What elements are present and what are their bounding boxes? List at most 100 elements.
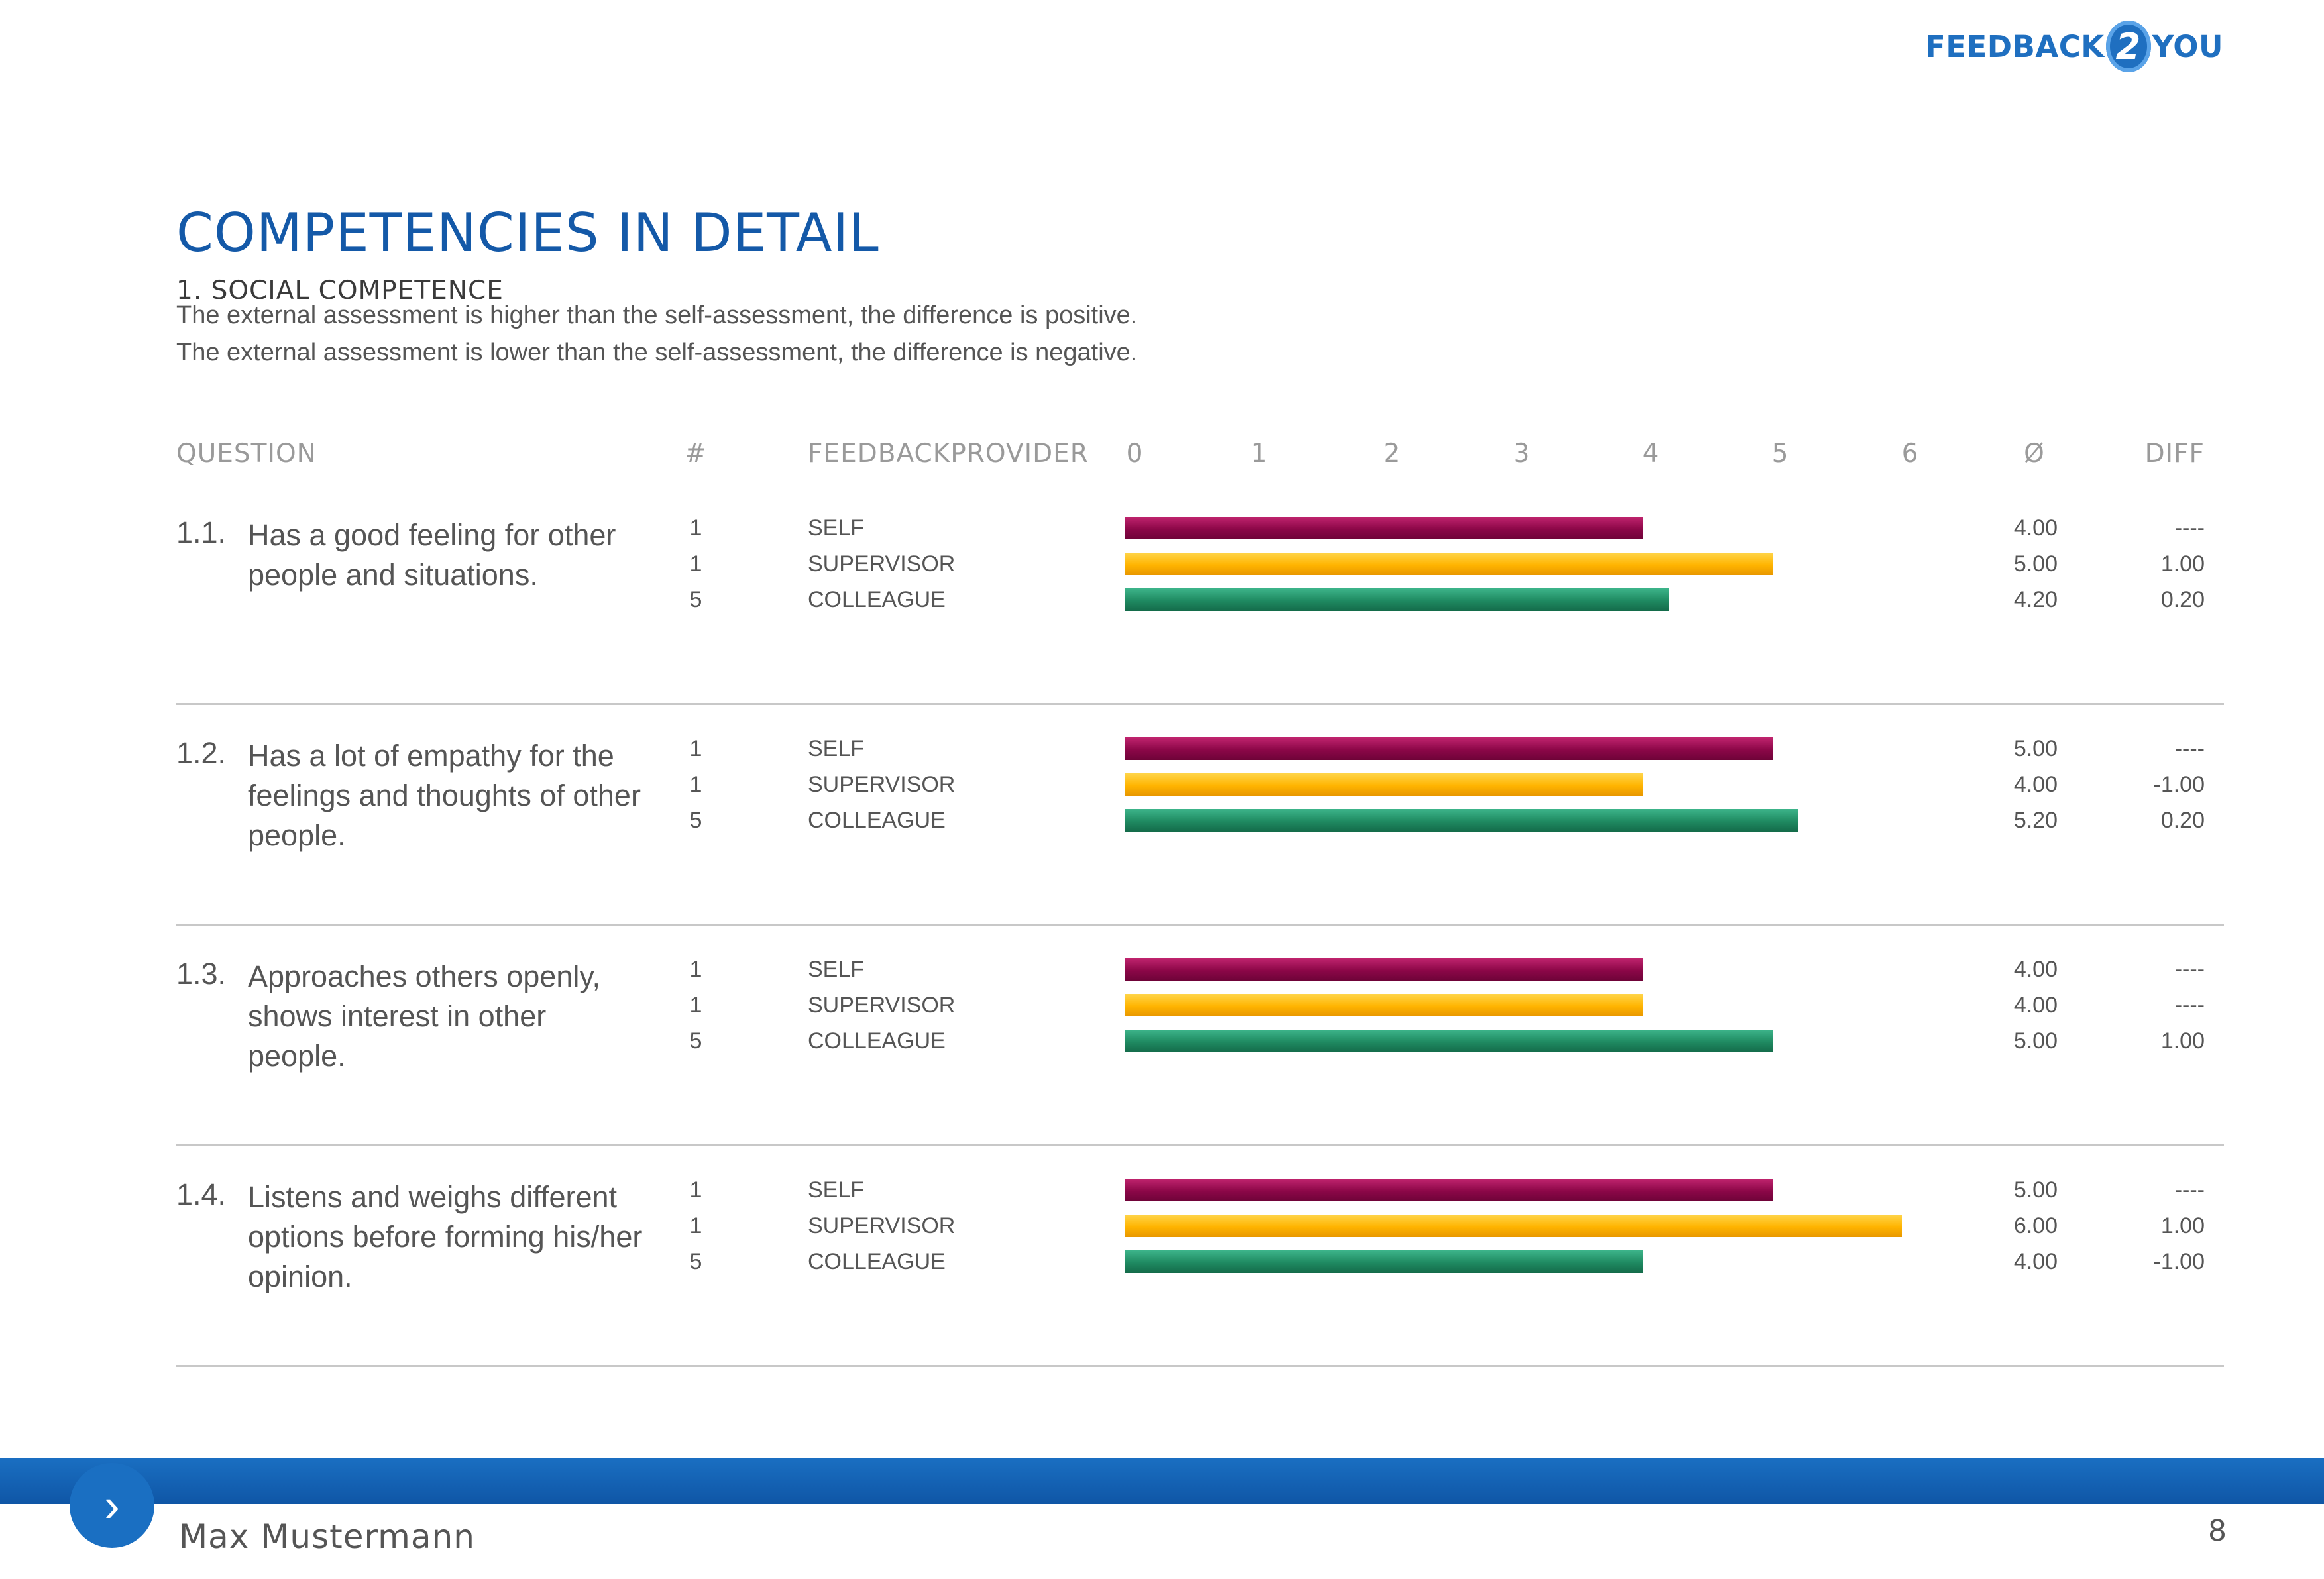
provider-count: 5: [689, 587, 702, 612]
average-value: 4.00: [2013, 1249, 2058, 1274]
logo-text-right: YOU: [2152, 28, 2223, 64]
bar-supervisor: [1125, 553, 1773, 575]
question-number: 1.4.: [176, 1177, 227, 1211]
provider-row: 5 COLLEAGUE 5.20 0.20: [0, 808, 2324, 844]
provider-row: 5 COLLEAGUE 5.00 1.00: [0, 1028, 2324, 1064]
axis-tick-label: 6: [1901, 439, 1918, 468]
provider-row: 5 COLLEAGUE 4.00 -1.00: [0, 1249, 2324, 1285]
bar-colleague: [1125, 809, 1798, 832]
provider-label: SELF: [808, 1177, 865, 1203]
provider-count: 1: [689, 1177, 702, 1203]
row-separator: [176, 924, 2224, 926]
difference-value: ----: [2174, 957, 2205, 982]
bar-supervisor: [1125, 1215, 1902, 1237]
feedback2you-logo: FEEDBACK 2 YOU: [1925, 20, 2223, 73]
axis-tick-label: 3: [1513, 439, 1530, 468]
page-number: 8: [2208, 1514, 2227, 1548]
provider-label: SUPERVISOR: [808, 1213, 956, 1238]
provider-count: 5: [689, 1028, 702, 1054]
question-number: 1.2.: [176, 736, 227, 770]
chevron-right-icon[interactable]: ›: [70, 1463, 154, 1548]
header-count: #: [685, 439, 707, 468]
footer-bar: [0, 1458, 2324, 1504]
provider-count: 1: [689, 772, 702, 797]
provider-label: COLLEAGUE: [808, 1028, 946, 1054]
average-value: 4.00: [2013, 957, 2058, 982]
provider-count: 1: [689, 516, 702, 541]
provider-label: SELF: [808, 957, 865, 982]
provider-row: 1 SELF 5.00 ----: [0, 736, 2324, 772]
question-block: 1.3. Approaches others openly, shows inte…: [0, 957, 2324, 1175]
question-block: 1.4. Listens and weighs different options…: [0, 1177, 2324, 1396]
difference-value: ----: [2174, 516, 2205, 541]
provider-label: COLLEAGUE: [808, 808, 946, 833]
average-value: 4.00: [2013, 516, 2058, 541]
difference-value: ----: [2174, 1177, 2205, 1203]
section-subtitle: 1. SOCIAL COMPETENCE: [176, 276, 504, 305]
provider-row: 1 SELF 4.00 ----: [0, 516, 2324, 551]
average-value: 4.20: [2013, 587, 2058, 612]
difference-value: ----: [2174, 993, 2205, 1018]
header-provider: FEEDBACKPROVIDER: [808, 439, 1089, 468]
description-line: The external assessment is lower than th…: [176, 339, 1138, 366]
difference-value: -1.00: [2153, 772, 2205, 797]
difference-value: 0.20: [2160, 808, 2205, 833]
average-value: 5.00: [2013, 736, 2058, 761]
axis-tick-label: 4: [1642, 439, 1659, 468]
provider-count: 1: [689, 957, 702, 982]
provider-label: SUPERVISOR: [808, 551, 956, 576]
provider-row: 1 SUPERVISOR 5.00 1.00: [0, 551, 2324, 587]
row-separator: [176, 1144, 2224, 1146]
bar-self: [1125, 1179, 1773, 1201]
header-average: Ø: [2024, 439, 2045, 468]
question-block: 1.2. Has a lot of empathy for the feeling…: [0, 736, 2324, 955]
page-title: COMPETENCIES IN DETAIL: [176, 202, 879, 264]
average-value: 5.20: [2013, 808, 2058, 833]
bar-self: [1125, 737, 1773, 760]
difference-value: -1.00: [2153, 1249, 2205, 1274]
provider-row: 1 SELF 5.00 ----: [0, 1177, 2324, 1213]
provider-label: COLLEAGUE: [808, 1249, 946, 1274]
provider-label: SUPERVISOR: [808, 772, 956, 797]
difference-value: 1.00: [2160, 1028, 2205, 1054]
logo-circle: 2: [2105, 21, 2151, 72]
axis-tick-label: 2: [1383, 439, 1400, 468]
question-text: Approaches others openly, shows interest…: [248, 959, 601, 1073]
bar-colleague: [1125, 588, 1669, 611]
row-separator: [176, 1365, 2224, 1367]
provider-row: 1 SELF 4.00 ----: [0, 957, 2324, 993]
footer-name: Max Mustermann: [179, 1517, 475, 1556]
provider-count: 5: [689, 808, 702, 833]
bar-supervisor: [1125, 994, 1643, 1016]
provider-row: 1 SUPERVISOR 4.00 -1.00: [0, 772, 2324, 808]
header-diff: DIFF: [2144, 439, 2205, 468]
axis-tick-label: 1: [1250, 439, 1268, 468]
axis-tick-label: 0: [1126, 439, 1143, 468]
provider-count: 1: [689, 551, 702, 576]
average-value: 5.00: [2013, 1177, 2058, 1203]
average-value: 6.00: [2013, 1213, 2058, 1238]
provider-row: 1 SUPERVISOR 4.00 ----: [0, 993, 2324, 1028]
provider-label: SELF: [808, 736, 865, 761]
provider-row: 5 COLLEAGUE 4.20 0.20: [0, 587, 2324, 623]
difference-value: ----: [2174, 736, 2205, 761]
provider-count: 5: [689, 1249, 702, 1274]
provider-label: SUPERVISOR: [808, 993, 956, 1018]
provider-label: SELF: [808, 516, 865, 541]
average-value: 4.00: [2013, 772, 2058, 797]
difference-value: 0.20: [2160, 587, 2205, 612]
bar-colleague: [1125, 1250, 1643, 1273]
question-text: Has a good feeling for other people and …: [248, 518, 616, 592]
logo-text-left: FEEDBACK: [1925, 28, 2105, 64]
axis-tick-label: 5: [1771, 439, 1789, 468]
provider-count: 1: [689, 1213, 702, 1238]
provider-label: COLLEAGUE: [808, 587, 946, 612]
bar-self: [1125, 958, 1643, 981]
difference-value: 1.00: [2160, 1213, 2205, 1238]
question-number: 1.3.: [176, 957, 227, 991]
difference-value: 1.00: [2160, 551, 2205, 576]
row-separator: [176, 703, 2224, 705]
provider-row: 1 SUPERVISOR 6.00 1.00: [0, 1213, 2324, 1249]
bar-colleague: [1125, 1030, 1773, 1052]
header-question: QUESTION: [176, 439, 317, 468]
